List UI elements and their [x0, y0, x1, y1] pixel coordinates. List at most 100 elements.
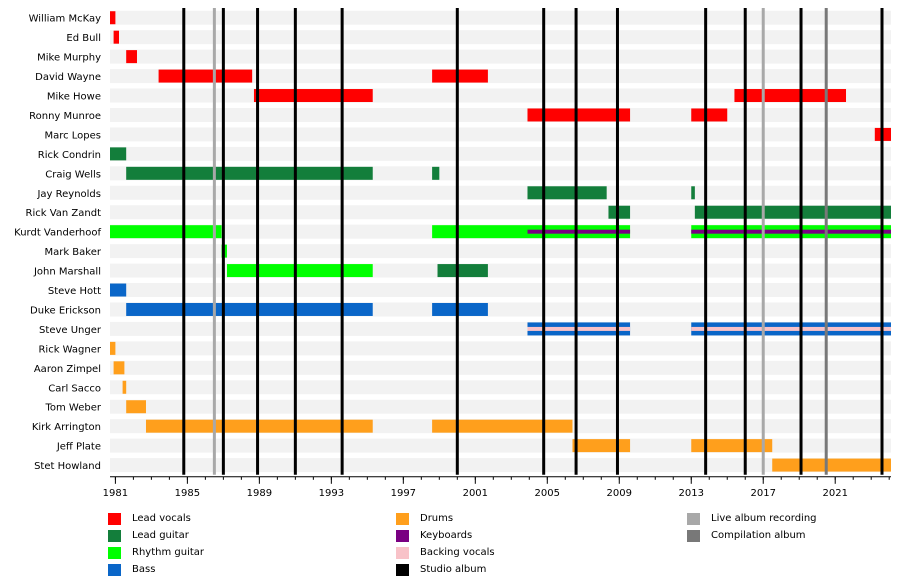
member-name-kirk-arrington: Kirk Arrington: [32, 422, 101, 433]
bar-ronny-munroe-lead-vocals: [691, 108, 728, 122]
member-name-steve-unger: Steve Unger: [39, 325, 102, 336]
x-tick-label: 2009: [607, 488, 632, 499]
member-name-aaron-zimpel: Aaron Zimpel: [34, 364, 101, 375]
bar-jeff-plate-drums: [572, 439, 631, 453]
row-background: [110, 30, 891, 45]
bar-kurdt-vanderhoof-rhythm-guitar: [110, 225, 222, 239]
member-name-labels: William McKay Ed Bull Mike Murphy David Way…: [14, 14, 102, 472]
bar-ronny-munroe-lead-vocals: [527, 108, 631, 122]
bar-mike-howe-lead-vocals: [253, 89, 373, 103]
legend-swatch-drums: [396, 513, 409, 525]
member-name-jay-reynolds: Jay Reynolds: [36, 189, 101, 200]
bar-john-marshall-lead-guitar: [437, 264, 488, 278]
bar-mike-murphy-lead-vocals: [126, 50, 137, 64]
x-tick-label: 2017: [751, 488, 776, 499]
bar-craig-wells-lead-guitar: [432, 166, 440, 180]
bar-craig-wells-lead-guitar: [126, 166, 373, 180]
x-tick-label: 1989: [247, 488, 272, 499]
member-name-rick-wagner: Rick Wagner: [38, 344, 101, 355]
member-name-david-wayne: David Wayne: [35, 72, 101, 83]
member-name-craig-wells: Craig Wells: [45, 169, 101, 180]
bar-aaron-zimpel-drums: [113, 361, 125, 375]
bar-rick-condrin-lead-guitar: [110, 147, 127, 161]
legend-label: Backing vocals: [420, 547, 495, 558]
bar-kirk-arrington-drums: [145, 419, 373, 433]
bar-tom-weber-drums: [126, 400, 146, 414]
secondary-bar-steve-unger-backing-vocals: [691, 326, 891, 331]
legend-label: Rhythm guitar: [132, 547, 205, 558]
member-name-mike-murphy: Mike Murphy: [37, 53, 101, 64]
legend-swatch-rhythm-guitar: [108, 547, 121, 559]
row-background: [110, 244, 891, 259]
x-tick-label: 1997: [391, 488, 416, 499]
member-name-steve-hott: Steve Hott: [48, 286, 101, 297]
member-name-ed-bull: Ed Bull: [66, 33, 101, 44]
member-name-jeff-plate: Jeff Plate: [56, 442, 101, 453]
band-timeline-chart: William McKay Ed Bull Mike Murphy David Way…: [14, 8, 891, 499]
secondary-bar-kurdt-vanderhoof-keyboards: [527, 229, 631, 234]
row-background: [110, 185, 891, 200]
member-name-tom-weber: Tom Weber: [44, 403, 101, 414]
bar-john-marshall-rhythm-guitar: [226, 264, 373, 278]
row-background: [110, 458, 891, 473]
bar-steve-hott-bass: [110, 283, 127, 297]
member-name-ronny-munroe: Ronny Munroe: [29, 111, 101, 122]
legend-swatch-bass: [108, 564, 121, 576]
bar-mike-howe-lead-vocals: [734, 89, 847, 103]
legend-label: Compilation album: [711, 530, 806, 541]
member-name-rick-condrin: Rick Condrin: [38, 150, 101, 161]
bar-duke-erickson-bass: [432, 302, 488, 316]
bar-william-mckay-lead-vocals: [110, 11, 116, 25]
secondary-bar-kurdt-vanderhoof-keyboards: [691, 229, 891, 234]
member-name-marc-lopes: Marc Lopes: [44, 130, 101, 141]
row-background: [110, 69, 891, 84]
secondary-bar-steve-unger-backing-vocals: [527, 326, 631, 331]
member-name-john-marshall: John Marshall: [33, 267, 101, 278]
member-name-mark-baker: Mark Baker: [44, 247, 101, 258]
bar-rick-wagner-drums: [110, 341, 116, 355]
member-name-duke-erickson: Duke Erickson: [30, 305, 101, 316]
legend-label: Lead vocals: [132, 513, 191, 524]
member-name-william-mckay: William McKay: [29, 14, 101, 25]
bar-carl-sacco-drums: [122, 380, 127, 394]
bar-rick-van-zandt-lead-guitar: [694, 205, 891, 219]
row-background: [110, 283, 891, 298]
legend-swatch-keyboards: [396, 530, 409, 542]
x-tick-label: 1985: [175, 488, 200, 499]
x-tick-label: 1981: [103, 488, 128, 499]
bar-jeff-plate-drums: [691, 439, 773, 453]
bar-rick-van-zandt-lead-guitar: [608, 205, 631, 219]
row-background: [110, 438, 891, 453]
row-background: [110, 341, 891, 356]
x-tick-label: 2005: [535, 488, 560, 499]
legend-swatch-lead-guitar: [108, 530, 121, 542]
x-axis: 1981 1985 1989 1993 1997 2001 2005 2009 2013 2017…: [103, 476, 891, 499]
row-background: [110, 380, 891, 395]
legend-swatch-lead-vocals: [108, 513, 121, 525]
legend-label: Studio album: [420, 564, 487, 575]
x-tick-label: 2001: [463, 488, 488, 499]
legend-label: Lead guitar: [132, 530, 189, 541]
x-tick-label: 1993: [319, 488, 344, 499]
legend-swatch-backing-vocals: [396, 547, 409, 559]
member-name-carl-sacco: Carl Sacco: [48, 383, 101, 394]
bar-jay-reynolds-lead-guitar: [691, 186, 695, 200]
legend-swatch-studio-album: [396, 564, 409, 576]
legend-swatch-live-album-recording: [687, 513, 700, 525]
bar-ed-bull-lead-vocals: [113, 30, 119, 44]
legend-label: Keyboards: [420, 530, 473, 541]
x-tick-label: 2013: [679, 488, 704, 499]
member-name-kurdt-vanderhoof: Kurdt Vanderhoof: [14, 228, 101, 239]
legend-swatch-compilation-album: [687, 530, 700, 542]
legend-label: Drums: [420, 513, 454, 524]
legend-label: Live album recording: [711, 513, 817, 524]
legend-label: Bass: [132, 564, 156, 575]
bar-jay-reynolds-lead-guitar: [527, 186, 607, 200]
member-name-stet-howland: Stet Howland: [34, 461, 101, 472]
row-background: [110, 49, 891, 64]
row-background: [110, 399, 891, 414]
x-tick-label: 2021: [822, 488, 847, 499]
bar-david-wayne-lead-vocals: [158, 69, 253, 83]
row-background: [110, 10, 891, 25]
row-background: [110, 146, 891, 161]
